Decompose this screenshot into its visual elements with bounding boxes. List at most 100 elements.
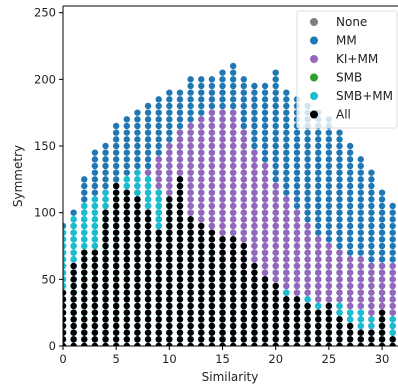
data-point — [144, 336, 152, 343]
data-point — [123, 176, 131, 183]
data-point — [198, 249, 205, 256]
data-point — [155, 136, 162, 143]
data-point — [240, 156, 247, 163]
data-point — [70, 322, 77, 330]
data-point — [81, 196, 88, 203]
data-point — [261, 149, 269, 156]
data-point — [91, 342, 99, 346]
data-point — [123, 242, 131, 250]
data-point — [283, 129, 290, 136]
data-point — [272, 209, 279, 216]
data-point — [176, 289, 184, 296]
data-point — [112, 229, 120, 236]
data-point — [336, 269, 343, 276]
data-point — [261, 316, 269, 323]
y-tick-label: 0 — [49, 339, 56, 353]
data-point — [155, 142, 162, 150]
data-point — [187, 309, 194, 316]
data-point — [91, 182, 99, 190]
data-point — [251, 316, 258, 323]
data-point — [166, 189, 173, 196]
data-point — [112, 182, 120, 190]
data-point — [134, 169, 141, 176]
data-point — [261, 209, 269, 216]
data-point — [134, 162, 141, 170]
data-point — [315, 229, 322, 236]
data-point — [123, 156, 131, 163]
data-point — [176, 309, 184, 316]
data-point — [336, 262, 343, 270]
data-point — [315, 216, 322, 223]
data-point — [102, 322, 109, 330]
data-point — [315, 282, 322, 290]
data-point — [219, 322, 226, 330]
data-point — [81, 236, 88, 243]
data-point — [283, 109, 290, 116]
data-point — [336, 316, 343, 323]
data-point — [70, 336, 77, 343]
data-point — [155, 302, 162, 310]
data-point — [240, 342, 247, 346]
data-point — [325, 249, 333, 256]
data-point — [144, 242, 152, 250]
data-point — [70, 249, 77, 256]
data-point — [389, 322, 396, 330]
data-point — [144, 182, 152, 190]
data-point — [219, 196, 226, 203]
legend-label: All — [336, 108, 351, 122]
data-point — [304, 249, 311, 256]
data-point — [357, 276, 364, 283]
data-point — [272, 102, 279, 110]
data-point — [293, 216, 301, 223]
data-point — [187, 209, 194, 216]
data-point — [251, 129, 258, 136]
data-point — [81, 216, 88, 223]
data-point — [155, 149, 162, 156]
data-point — [112, 222, 120, 230]
data-point — [155, 336, 162, 343]
data-point — [368, 189, 375, 196]
data-point — [283, 162, 290, 170]
data-point — [155, 156, 162, 163]
data-point — [304, 136, 311, 143]
data-point — [315, 222, 322, 230]
data-point — [144, 282, 152, 290]
data-point — [272, 182, 279, 190]
data-point — [81, 229, 88, 236]
data-point — [304, 129, 311, 136]
data-point — [368, 196, 375, 203]
data-point — [198, 182, 205, 190]
data-point — [219, 116, 226, 123]
data-point — [144, 269, 152, 276]
data-point — [283, 302, 290, 310]
data-point — [112, 302, 120, 310]
data-point — [81, 189, 88, 196]
data-point — [198, 262, 205, 270]
data-point — [187, 196, 194, 203]
data-point — [144, 149, 152, 156]
data-point — [325, 182, 333, 190]
data-point — [187, 102, 194, 110]
data-point — [112, 249, 120, 256]
data-point — [187, 262, 194, 270]
data-point — [304, 269, 311, 276]
data-point — [123, 309, 131, 316]
data-point — [176, 209, 184, 216]
data-point — [304, 256, 311, 263]
data-point — [70, 229, 77, 236]
data-point — [134, 242, 141, 250]
data-point — [144, 256, 152, 263]
data-point — [272, 289, 279, 296]
data-point — [368, 242, 375, 250]
data-point — [240, 256, 247, 263]
data-point — [166, 142, 173, 150]
y-tick-label: 50 — [41, 272, 56, 286]
data-point — [123, 329, 131, 336]
data-point — [272, 269, 279, 276]
data-point — [346, 282, 354, 290]
data-point — [389, 329, 396, 336]
data-point — [166, 129, 173, 136]
data-point — [123, 142, 131, 150]
data-point — [166, 169, 173, 176]
data-point — [251, 302, 258, 310]
